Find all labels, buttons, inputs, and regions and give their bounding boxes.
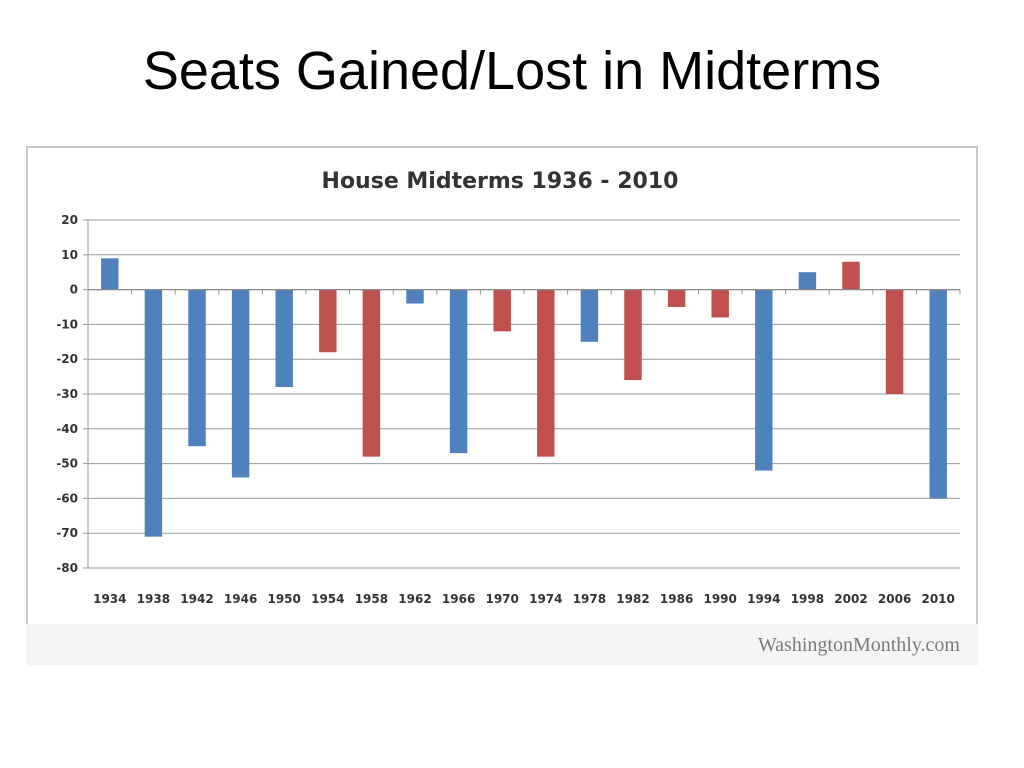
y-tick-label: -20 xyxy=(56,352,78,366)
bar-1942 xyxy=(188,289,206,447)
grid-lines xyxy=(83,219,960,569)
bar-1970 xyxy=(493,289,511,332)
bar-1938 xyxy=(144,289,163,537)
bar-2006 xyxy=(885,289,904,394)
x-tick-label: 1974 xyxy=(529,592,562,606)
bar-1994 xyxy=(755,289,773,471)
bar-1978 xyxy=(580,289,599,342)
x-tick-label: 1962 xyxy=(398,592,431,606)
bar-1946 xyxy=(231,289,250,478)
y-tick-label: -50 xyxy=(56,457,78,471)
x-axis-ticks: 1934 1938 1942 1946 1950 1954 1958 1962 1966 1970… xyxy=(88,289,961,606)
bar-1954 xyxy=(319,289,337,353)
bar-1962 xyxy=(406,289,424,304)
bar-2002 xyxy=(842,261,860,290)
x-tick-label: 1938 xyxy=(137,592,170,606)
slide-title: Seats Gained/Lost in Midterms xyxy=(142,41,882,101)
y-tick-label: 10 xyxy=(61,248,78,262)
x-tick-label: 1942 xyxy=(180,592,213,606)
y-tick-label: -30 xyxy=(56,387,78,401)
x-tick-label: 1954 xyxy=(311,592,344,606)
y-axis-ticks: 20 10 0 -10 -20 -30 -40 -50 -60 -70 -80 xyxy=(56,213,78,575)
x-tick-label: 2006 xyxy=(878,592,911,606)
bar-1974 xyxy=(537,289,555,457)
x-tick-label: 1966 xyxy=(442,592,475,606)
bar-1934 xyxy=(101,258,119,290)
x-tick-label: 1990 xyxy=(703,592,736,606)
x-tick-label: 1970 xyxy=(485,592,518,606)
bar-2010 xyxy=(929,289,947,499)
bar-1950 xyxy=(275,289,293,388)
source-credit: WashingtonMonthly.com xyxy=(757,634,960,656)
source-strip xyxy=(26,624,978,666)
bar-1986 xyxy=(667,289,686,307)
y-tick-label: 0 xyxy=(70,283,78,297)
y-tick-label: -60 xyxy=(56,491,78,505)
x-tick-label: 1950 xyxy=(267,592,300,606)
x-tick-label: 2002 xyxy=(834,592,867,606)
y-tick-label: -70 xyxy=(56,526,78,540)
bar-1982 xyxy=(624,289,642,381)
y-tick-label: -10 xyxy=(56,317,78,331)
bar-1966 xyxy=(449,289,468,454)
x-tick-label: 1998 xyxy=(791,592,824,606)
x-tick-label: 1958 xyxy=(355,592,388,606)
bars xyxy=(101,258,947,537)
chart-frame: House Midterms 1936 - 2010 20 10 0 -10 -20 -3… xyxy=(26,146,978,666)
bar-1990 xyxy=(711,289,729,318)
x-tick-label: 1978 xyxy=(573,592,606,606)
chart-title: House Midterms 1936 - 2010 xyxy=(322,169,679,194)
x-tick-label: 1994 xyxy=(747,592,780,606)
y-tick-label: -80 xyxy=(56,561,78,575)
x-tick-label: 1986 xyxy=(660,592,693,606)
x-tick-label: 2010 xyxy=(921,592,954,606)
bar-chart: House Midterms 1936 - 2010 20100-10-20-3… xyxy=(26,146,978,666)
chart-border xyxy=(26,146,978,666)
bar-1958 xyxy=(362,289,381,457)
bar-1998 xyxy=(798,272,817,290)
x-tick-label: 1946 xyxy=(224,592,257,606)
x-tick-label: 1934 xyxy=(93,592,126,606)
x-tick-label: 1982 xyxy=(616,592,649,606)
y-tick-label: -40 xyxy=(56,422,78,436)
y-tick-label: 20 xyxy=(61,213,78,227)
